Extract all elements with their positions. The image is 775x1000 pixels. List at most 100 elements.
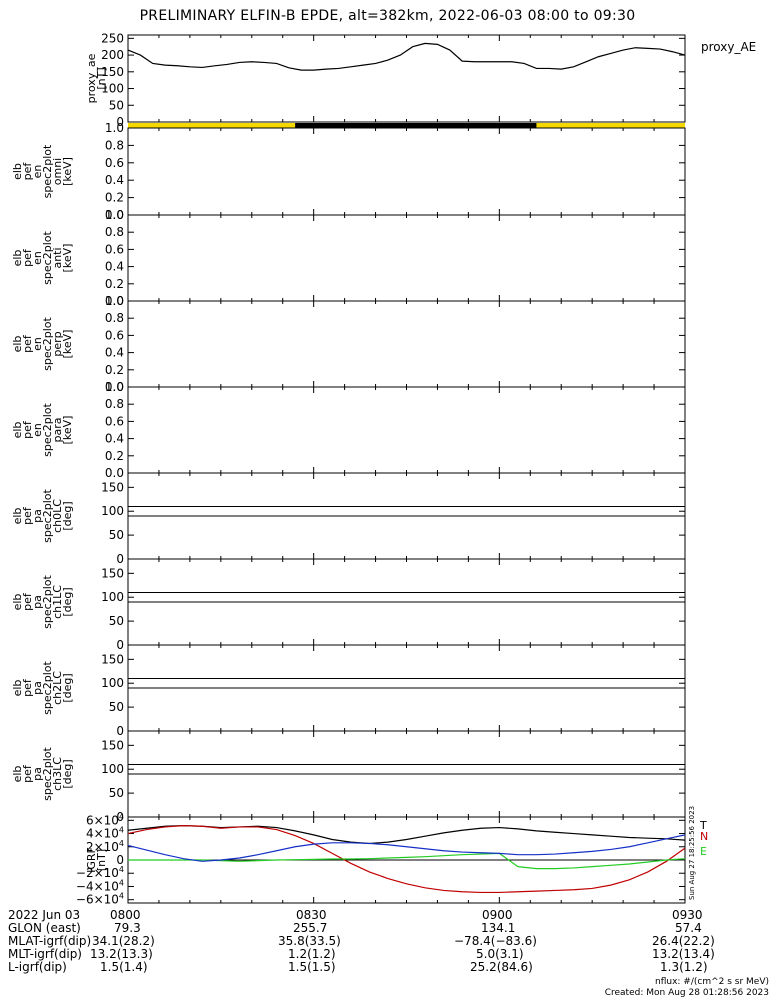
y-tick-label: 150 xyxy=(101,738,124,752)
y-tick-label: 0.0 xyxy=(105,380,124,394)
ylabel-line: perp xyxy=(51,331,64,356)
y-tick-label: 150 xyxy=(101,65,124,79)
l-0900: 25.2(84.6) xyxy=(470,960,533,974)
ylabel-line: elb xyxy=(11,508,24,525)
ylabel-line: pef xyxy=(21,592,34,611)
y-tick-label: 200 xyxy=(101,48,124,62)
y-tick-label: 0.4 xyxy=(105,260,124,274)
y-tick-label: 0.2 xyxy=(105,191,124,205)
y-tick-label: 1.0 xyxy=(105,121,124,135)
ylabel-line: pef xyxy=(21,764,34,783)
status-bar-segment xyxy=(295,123,537,128)
y-tick-label: 100 xyxy=(101,762,124,776)
ylabel-line: pef xyxy=(21,420,34,439)
legend-N: N xyxy=(700,830,708,843)
ylabel-line: [keV] xyxy=(61,330,74,359)
row-label-mlt: MLT-igrf(dip) xyxy=(8,947,82,961)
y-tick-label: 100 xyxy=(101,676,124,690)
ylabel-line: pef xyxy=(21,334,34,353)
y-tick-label: 0.6 xyxy=(105,242,124,256)
ylabel-line: en xyxy=(31,251,44,265)
ylabel-line: [keV] xyxy=(61,157,74,186)
ylabel-line: pa xyxy=(31,595,44,609)
igrf-line-E xyxy=(128,852,686,870)
panel-frame-anti xyxy=(127,214,686,302)
time-0900: 0900 xyxy=(482,908,513,922)
y-tick-label: 4×104 xyxy=(86,826,124,841)
ylabel-line: elb xyxy=(11,680,24,697)
y-tick-label: 50 xyxy=(109,614,124,628)
y-tick-label: 250 xyxy=(101,31,124,45)
ylabel-line: pa xyxy=(31,681,44,695)
legend-E: E xyxy=(700,845,707,858)
y-tick-label: 1.0 xyxy=(105,294,124,308)
panel-frame-perp xyxy=(127,300,686,388)
ylabel-line: spec2plot xyxy=(41,575,54,629)
y-tick-label: 0.0 xyxy=(105,208,124,222)
igrf-line-blue xyxy=(127,834,686,862)
y-tick-label: 0.8 xyxy=(105,311,124,325)
ylabel-line: para xyxy=(51,418,64,443)
l-0800: 1.5(1.4) xyxy=(100,960,148,974)
y-tick-label: 6×104 xyxy=(86,812,124,827)
ylabel-line: elb xyxy=(11,250,24,267)
proxy-ae-line xyxy=(127,42,686,71)
y-tick-label: −4×104 xyxy=(76,878,124,893)
y-tick-label: 0.0 xyxy=(105,294,124,308)
status-bar-segment xyxy=(536,123,685,128)
glon-0830: 255.7 xyxy=(293,921,328,935)
y-tick-label: 2×104 xyxy=(86,839,124,854)
y-tick-label: 150 xyxy=(101,652,124,666)
created-note: Created: Mon Aug 28 01:28:56 2023 xyxy=(604,988,769,998)
y-tick-label: −2×104 xyxy=(76,865,124,880)
units-note: nflux: #/(cm^2 s sr MeV) xyxy=(655,977,769,987)
y-tick-label: 0.6 xyxy=(105,156,124,170)
ylabel-line: [deg] xyxy=(61,759,74,788)
ylabel-line: spec2plot xyxy=(41,489,54,543)
ylabel-line: IGRF xyxy=(85,847,98,873)
panel-frame-proxy_ae xyxy=(127,34,686,123)
page-title: PRELIMINARY ELFIN-B EPDE, alt=382km, 202… xyxy=(139,8,636,24)
status-bar-segment xyxy=(128,123,296,128)
ylabel-line: [nT] xyxy=(95,849,108,871)
glon-0800: 79.3 xyxy=(114,921,141,935)
row-label-mlat: MLAT-igrf(dip) xyxy=(8,934,92,948)
ylabel-line: pef xyxy=(21,162,34,181)
mlat-0800: 34.1(28.2) xyxy=(92,934,155,948)
row-label-glon: GLON (east) xyxy=(8,921,81,935)
y-tick-label: 150 xyxy=(101,566,124,580)
igrf-line-T xyxy=(127,824,686,845)
ylabel-line: proxy_ae xyxy=(85,53,98,103)
ylabel-line: elb xyxy=(11,766,24,783)
y-tick-label: 1.0 xyxy=(105,380,124,394)
y-tick-label: 0.4 xyxy=(105,432,124,446)
time-0930: 0930 xyxy=(672,908,703,922)
y-tick-label: 1.0 xyxy=(105,208,124,222)
y-tick-label: 0.4 xyxy=(105,346,124,360)
ylabel-line: spec2plot xyxy=(41,403,54,457)
y-tick-label: 100 xyxy=(101,590,124,604)
ylabel-line: spec2plot xyxy=(41,317,54,371)
y-tick-label: 50 xyxy=(109,786,124,800)
time-0800: 0800 xyxy=(110,908,141,922)
ylabel-line: [keV] xyxy=(61,416,74,445)
time-0830: 0830 xyxy=(296,908,327,922)
ylabel-line: elb xyxy=(11,594,24,611)
row-label-l: L-igrf(dip) xyxy=(8,960,67,974)
ylabel-line: spec2plot xyxy=(41,661,54,715)
y-tick-label: −6×104 xyxy=(76,892,124,907)
y-tick-label: 50 xyxy=(109,700,124,714)
y-tick-label: 0 xyxy=(116,853,124,867)
mlt-0930: 13.2(13.4) xyxy=(652,947,715,961)
y-tick-label: 0.2 xyxy=(105,449,124,463)
ylabel-line: [deg] xyxy=(61,501,74,530)
ylabel-line: [deg] xyxy=(61,587,74,616)
ylabel-line: spec2plot xyxy=(41,747,54,801)
y-tick-label: 0 xyxy=(116,552,124,566)
y-tick-label: 0 xyxy=(116,115,124,129)
y-tick-label: 0.6 xyxy=(105,328,124,342)
mlt-0830: 1.2(1.2) xyxy=(288,947,336,961)
l-0930: 1.3(1.2) xyxy=(660,960,708,974)
panel-frame-para xyxy=(127,386,686,474)
ylabel-line: ch1LC xyxy=(51,585,64,619)
